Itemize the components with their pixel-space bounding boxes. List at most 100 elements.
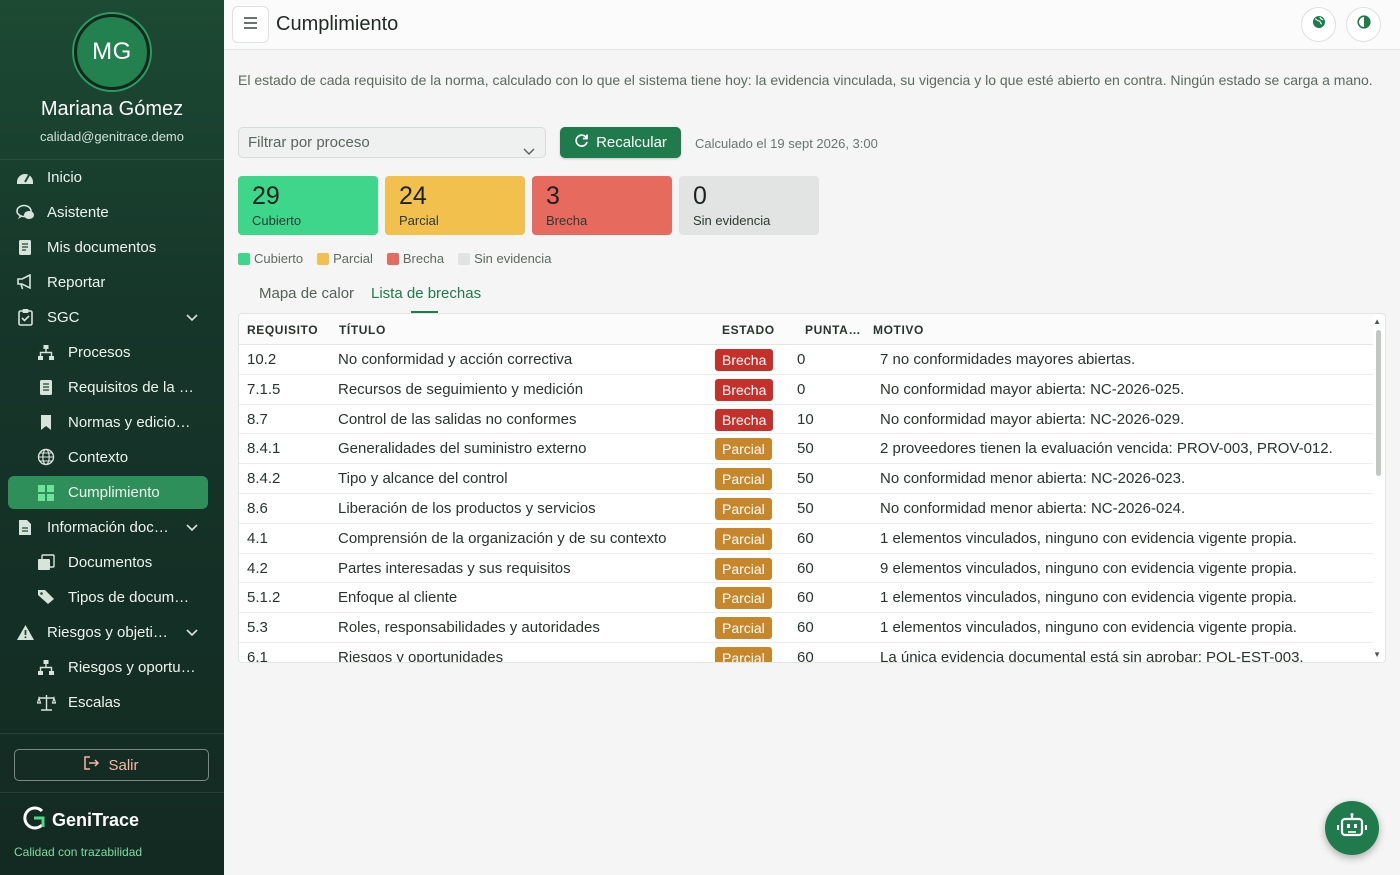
- nav-label: Inicio: [47, 168, 83, 186]
- cell-puntaje: 10: [797, 410, 814, 428]
- scroll-down-arrow-icon[interactable]: ▼: [1373, 650, 1381, 659]
- globe-icon: [1312, 15, 1326, 34]
- stat-label: Parcial: [399, 213, 439, 228]
- column-header-requisito[interactable]: REQUISITO: [247, 323, 319, 337]
- grid-icon: [35, 482, 57, 504]
- scrollbar-thumb[interactable]: [1376, 330, 1381, 476]
- nav-item-contexto[interactable]: Contexto: [8, 441, 208, 473]
- table-scrollbar[interactable]: [1375, 328, 1382, 650]
- legend-item-parcial: Parcial: [317, 251, 373, 266]
- brand-name: GeniTrace: [52, 810, 140, 830]
- robot-icon: [1336, 812, 1368, 844]
- nav-item-asistente[interactable]: Asistente: [8, 196, 208, 228]
- column-header-puntaje[interactable]: PUNTA…: [805, 323, 862, 337]
- assistant-bot-button[interactable]: [1325, 801, 1379, 855]
- process-filter-select[interactable]: Filtrar por proceso: [238, 127, 546, 158]
- cell-titulo: Partes interesadas y sus requisitos: [338, 559, 571, 577]
- legend-label: Parcial: [333, 251, 373, 266]
- table-row[interactable]: 8.7 Control de las salidas no conformes Br…: [239, 405, 1373, 435]
- table-row[interactable]: 7.1.5 Recursos de seguimiento y medición B…: [239, 375, 1373, 405]
- tab-mapa-de-calor[interactable]: Mapa de calor: [259, 285, 355, 302]
- profile-section: MG Mariana Gómez calidad@genitrace.demo: [0, 0, 224, 160]
- cell-requisito: 6.1: [247, 648, 268, 663]
- nav-item-normas[interactable]: Normas y ediciones: [8, 406, 208, 438]
- cell-motivo: 1 elementos vinculados, ninguno con evid…: [880, 619, 1297, 637]
- nav-item-informacion-documentada[interactable]: Información documentada: [8, 511, 208, 543]
- nav-item-documentos[interactable]: Documentos: [8, 546, 208, 578]
- nav-item-procesos[interactable]: Procesos: [8, 336, 208, 368]
- filter-placeholder: Filtrar por proceso: [248, 134, 370, 151]
- stat-card-brecha: 3 Brecha: [532, 176, 672, 235]
- table-row[interactable]: 8.6 Liberación de los productos y servici…: [239, 494, 1373, 524]
- column-header-estado[interactable]: ESTADO: [722, 323, 775, 337]
- nav-item-inicio[interactable]: Inicio: [8, 161, 208, 193]
- nav-label: Mis documentos: [47, 238, 157, 256]
- stat-value: 3: [546, 182, 560, 210]
- nav-item-escalas[interactable]: Escalas: [8, 686, 208, 718]
- table-row[interactable]: 5.3 Roles, responsabilidades y autoridade…: [239, 613, 1373, 643]
- cell-requisito: 4.2: [247, 559, 268, 577]
- nav-item-mis-documentos[interactable]: Mis documentos: [8, 231, 208, 263]
- cell-titulo: Tipo y alcance del control: [338, 470, 508, 488]
- legend-label: Brecha: [402, 251, 445, 266]
- cell-requisito: 7.1.5: [247, 380, 281, 398]
- document-list-icon: [35, 376, 57, 398]
- nav-label: Escalas: [68, 693, 121, 711]
- legend-swatch: [458, 252, 471, 265]
- avatar[interactable]: MG: [74, 14, 150, 90]
- nav-item-riesgos-oportunidades[interactable]: Riesgos y oportunidades: [8, 651, 208, 683]
- logout-label: Salir: [108, 756, 139, 774]
- scroll-up-arrow-icon[interactable]: ▲: [1373, 317, 1381, 326]
- cell-motivo: 1 elementos vinculados, ninguno con evid…: [880, 529, 1297, 547]
- menu-button[interactable]: [232, 6, 269, 43]
- status-badge: Parcial: [715, 587, 772, 610]
- cell-titulo: Roles, responsabilidades y autoridades: [338, 619, 600, 637]
- column-header-motivo[interactable]: MOTIVO: [873, 323, 924, 337]
- cell-puntaje: 60: [797, 648, 814, 663]
- logout-icon: [84, 756, 100, 774]
- cell-requisito: 10.2: [247, 351, 277, 368]
- column-header-titulo[interactable]: TÍTULO: [339, 323, 386, 337]
- file-icon: [14, 516, 36, 538]
- divider: [0, 792, 224, 793]
- nav-item-tipos-documento[interactable]: Tipos de documento: [8, 581, 208, 613]
- chevron-down-icon: [523, 137, 535, 167]
- hierarchy-icon: [35, 656, 57, 678]
- nav-label: Contexto: [68, 448, 129, 466]
- warning-icon: [14, 621, 36, 643]
- table-row[interactable]: 8.4.2 Tipo y alcance del control Parcial 50…: [239, 464, 1373, 494]
- chat-bubbles-icon: [14, 201, 36, 223]
- nav-item-cumplimiento[interactable]: Cumplimiento: [8, 476, 208, 509]
- table-row[interactable]: 4.1 Comprensión de la organización y de s…: [239, 524, 1373, 554]
- tab-lista-de-brechas[interactable]: Lista de brechas: [371, 285, 482, 302]
- cell-motivo: 7 no conformidades mayores abiertas.: [880, 351, 1136, 368]
- recalculate-button[interactable]: Recalcular: [560, 127, 681, 158]
- table-row[interactable]: 10.2 No conformidad y acción correctiva Br…: [239, 345, 1373, 375]
- cell-puntaje: 0: [797, 351, 806, 368]
- status-badge: Parcial: [715, 468, 772, 491]
- cell-titulo: Enfoque al cliente: [338, 589, 458, 607]
- stat-label: Brecha: [546, 213, 588, 228]
- nav-item-riesgos-objetivos[interactable]: Riesgos y objetivos: [8, 616, 208, 648]
- table-row[interactable]: 6.1 Riesgos y oportunidades Parcial 60 La ún…: [239, 643, 1373, 663]
- nav-item-reportar[interactable]: Reportar: [8, 266, 208, 298]
- theme-toggle-button[interactable]: [1346, 7, 1381, 42]
- logout-button[interactable]: Salir: [14, 749, 209, 781]
- megaphone-icon: [14, 271, 36, 293]
- stat-card-cubierto: 29 Cubierto: [238, 176, 378, 235]
- hamburger-icon: [243, 16, 258, 34]
- cell-titulo: Recursos de seguimiento y medición: [338, 380, 584, 398]
- nav-item-requisitos[interactable]: Requisitos de la norma: [8, 371, 208, 403]
- stat-value: 29: [252, 182, 280, 210]
- table-row[interactable]: 8.4.1 Generalidades del suministro extern…: [239, 434, 1373, 465]
- nav-label: Riesgos y objetivos: [47, 623, 175, 641]
- cell-puntaje: 60: [797, 529, 814, 547]
- nav-item-sgc[interactable]: SGC: [8, 301, 208, 333]
- table-row[interactable]: 5.1.2 Enfoque al cliente Parcial 60 1 elemen…: [239, 583, 1373, 614]
- table-row[interactable]: 4.2 Partes interesadas y sus requisitos Pa…: [239, 554, 1373, 584]
- language-button[interactable]: [1301, 7, 1336, 42]
- cell-titulo: Generalidades del suministro externo: [338, 440, 587, 458]
- cell-requisito: 8.4.2: [247, 470, 281, 488]
- intro-text: El estado de cada requisito de la norma,…: [238, 72, 1373, 88]
- bookmark-icon: [35, 411, 57, 433]
